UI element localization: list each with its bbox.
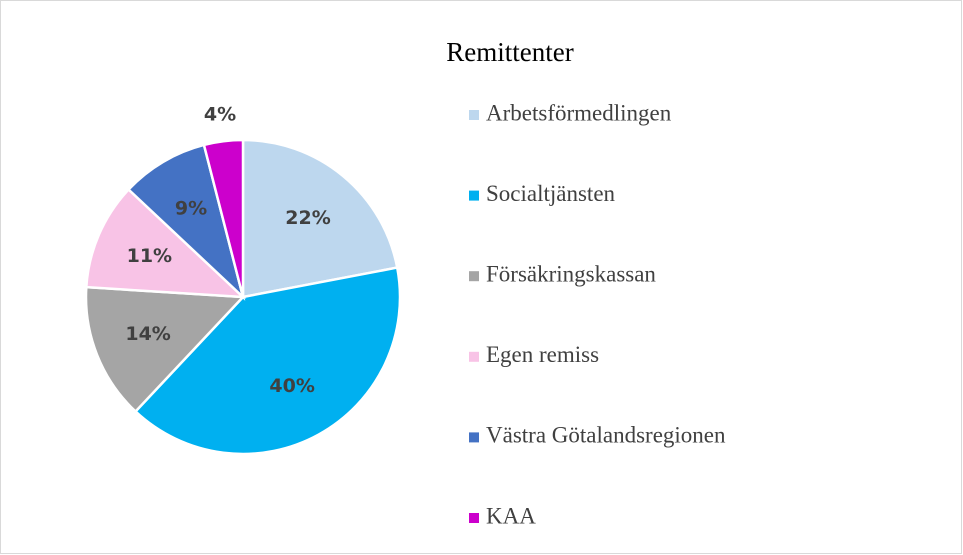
legend-label: KAA bbox=[486, 503, 536, 528]
legend-swatch bbox=[469, 110, 479, 120]
pie-slice bbox=[202, 138, 245, 298]
pie-slice bbox=[241, 138, 399, 299]
data-label: 4% bbox=[204, 103, 236, 125]
legend-label: Socialtjänsten bbox=[486, 181, 616, 206]
legend-swatch bbox=[469, 432, 479, 443]
chart-title: Remittenter bbox=[446, 37, 573, 67]
legend-swatch bbox=[469, 513, 479, 523]
legend-swatch bbox=[469, 271, 479, 282]
data-label: 40% bbox=[269, 375, 314, 397]
pie-slice bbox=[84, 285, 246, 414]
data-label: 9% bbox=[175, 198, 207, 220]
legend-label: Arbetsförmedlingen bbox=[486, 100, 672, 125]
legend-label: Västra Götalandsregionen bbox=[486, 423, 726, 448]
legend-label: Försäkringskassan bbox=[486, 261, 656, 286]
data-label: 22% bbox=[285, 207, 330, 229]
pie-slice bbox=[133, 266, 402, 456]
pie-slice bbox=[126, 143, 246, 301]
legend-swatch bbox=[469, 190, 479, 201]
pie-slice bbox=[84, 187, 247, 299]
data-label: 11% bbox=[127, 245, 172, 267]
legend-swatch bbox=[469, 351, 479, 362]
data-label: 14% bbox=[125, 323, 170, 345]
legend-label: Egen remiss bbox=[486, 342, 599, 367]
